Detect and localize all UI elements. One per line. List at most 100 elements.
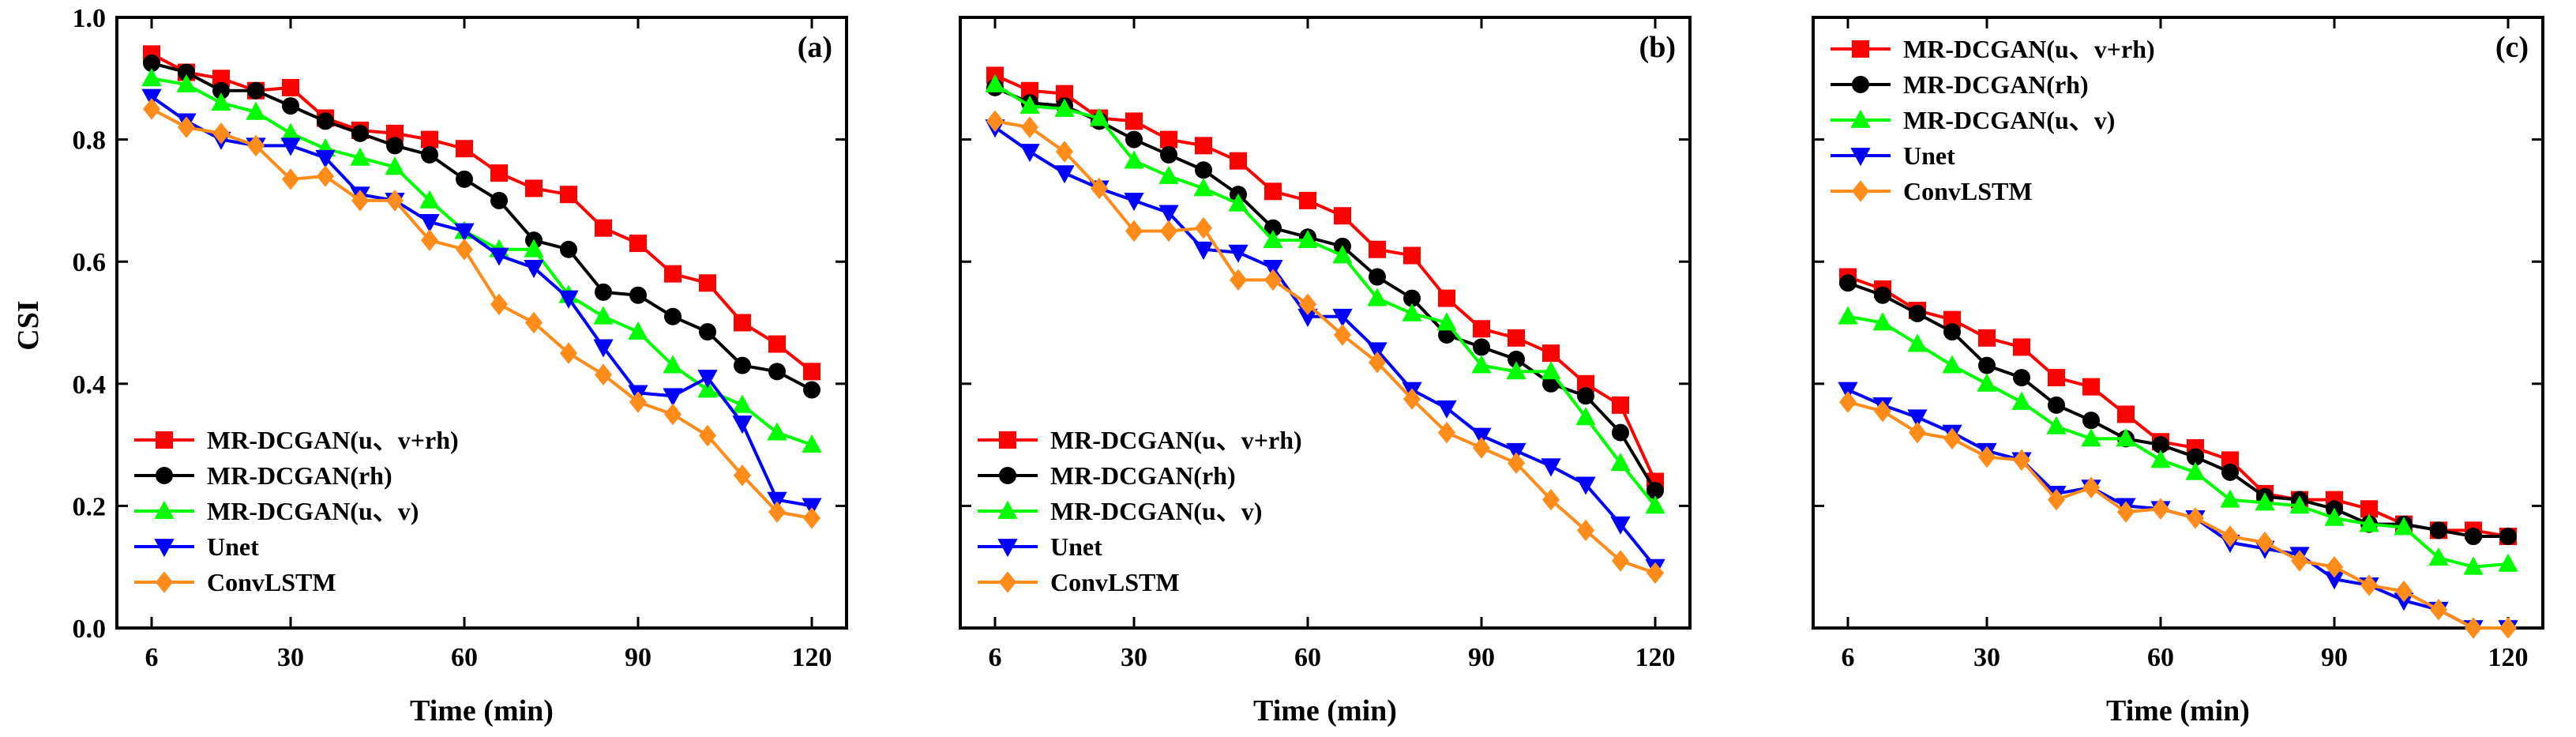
data-point <box>699 424 716 447</box>
x-tick-label: 60 <box>451 643 478 672</box>
plot-frame <box>115 16 848 630</box>
data-point <box>2048 369 2065 387</box>
data-point <box>2465 528 2482 546</box>
data-point <box>2359 513 2379 532</box>
data-point <box>1332 245 1353 264</box>
x-tick-label: 90 <box>2321 643 2348 672</box>
data-point <box>1508 329 1525 347</box>
data-point <box>1021 81 1038 100</box>
data-point <box>734 464 751 487</box>
data-point <box>1091 177 1108 200</box>
data-point <box>1125 220 1143 243</box>
data-point <box>141 88 162 107</box>
data-point <box>1195 161 1212 179</box>
data-point <box>315 149 336 168</box>
legend: MR-DCGAN(u、v+rh) MR-DCGAN(rh) MR-DCGAN(u、v… <box>1831 35 2155 205</box>
legend-marker <box>999 571 1016 593</box>
data-point <box>664 403 682 426</box>
data-point <box>697 370 718 389</box>
data-point <box>2082 378 2100 396</box>
data-point <box>178 116 195 138</box>
series-triangle-up <box>985 73 1665 514</box>
data-point <box>2256 532 2274 554</box>
data-point <box>1645 495 1665 514</box>
legend-marker <box>1850 109 1871 128</box>
data-point <box>2187 507 2204 529</box>
data-point <box>1403 289 1421 307</box>
series-circle <box>143 54 820 399</box>
data-point <box>143 98 160 120</box>
data-point <box>2499 617 2517 639</box>
data-point <box>2082 412 2100 430</box>
data-point <box>178 63 195 81</box>
data-point <box>2013 338 2030 356</box>
data-point <box>1263 229 1283 249</box>
y-tick-label: 0.2 <box>73 492 107 521</box>
legend-label: Unet <box>1050 532 1102 561</box>
data-point <box>2255 492 2275 511</box>
data-point <box>1612 396 1629 414</box>
data-point <box>456 170 473 188</box>
y-tick-label: 1.0 <box>73 4 107 33</box>
x-tick-label: 120 <box>792 643 832 672</box>
data-point <box>421 229 438 251</box>
data-point <box>1977 373 1997 392</box>
data-point <box>767 491 787 510</box>
data-point <box>1264 219 1282 237</box>
data-point <box>456 238 473 261</box>
data-point <box>2289 495 2310 514</box>
data-point <box>1839 391 1857 413</box>
x-tick-label: 30 <box>1121 643 1147 672</box>
data-point <box>454 223 475 242</box>
data-point <box>2395 580 2413 603</box>
data-point <box>1230 152 1247 170</box>
data-point <box>2326 555 2343 578</box>
data-point <box>2116 428 2136 447</box>
data-point <box>421 145 438 164</box>
y-axis-title: CSI <box>12 300 45 350</box>
data-point <box>1610 516 1631 535</box>
data-point <box>1125 112 1143 130</box>
data-point <box>595 283 612 301</box>
x-tick-label: 6 <box>145 643 159 672</box>
data-point <box>699 323 716 341</box>
legend-label: MR-DCGAN(rh) <box>1903 70 2089 99</box>
series-circle <box>1839 274 2517 546</box>
data-point <box>1907 409 1928 428</box>
series-diamond <box>986 110 1664 585</box>
data-point <box>1124 193 1144 212</box>
data-point <box>1506 361 1526 380</box>
data-point <box>1542 344 1560 363</box>
data-point <box>1369 351 1386 374</box>
x-axis-title: Time (min) <box>410 694 554 728</box>
data-point <box>2152 498 2169 521</box>
panel-label: (b) <box>1639 31 1676 64</box>
data-point <box>524 260 544 279</box>
y-tick-label: 0.6 <box>73 248 107 277</box>
data-point <box>1471 355 1492 374</box>
data-point <box>386 190 404 212</box>
data-point <box>558 290 579 309</box>
data-point <box>1577 387 1594 405</box>
data-point <box>2324 507 2345 526</box>
legend-marker <box>154 500 175 519</box>
data-point <box>1542 488 1560 511</box>
data-point <box>1299 191 1316 209</box>
data-point <box>212 70 230 88</box>
legend-marker <box>154 539 175 558</box>
data-point <box>732 394 753 413</box>
data-point <box>1124 150 1144 169</box>
data-point <box>986 110 1004 133</box>
data-point <box>1056 85 1073 103</box>
data-point <box>699 274 716 292</box>
data-point <box>1089 107 1110 126</box>
data-point <box>2187 448 2204 466</box>
data-point <box>1473 437 1490 459</box>
data-point <box>1228 244 1249 263</box>
data-point <box>1228 193 1249 212</box>
data-point <box>1056 141 1073 163</box>
data-point <box>282 168 299 190</box>
legend: MR-DCGAN(u、v+rh) MR-DCGAN(rh) MR-DCGAN(u、v… <box>978 426 1302 596</box>
data-point <box>350 147 370 166</box>
data-point <box>1508 350 1525 368</box>
